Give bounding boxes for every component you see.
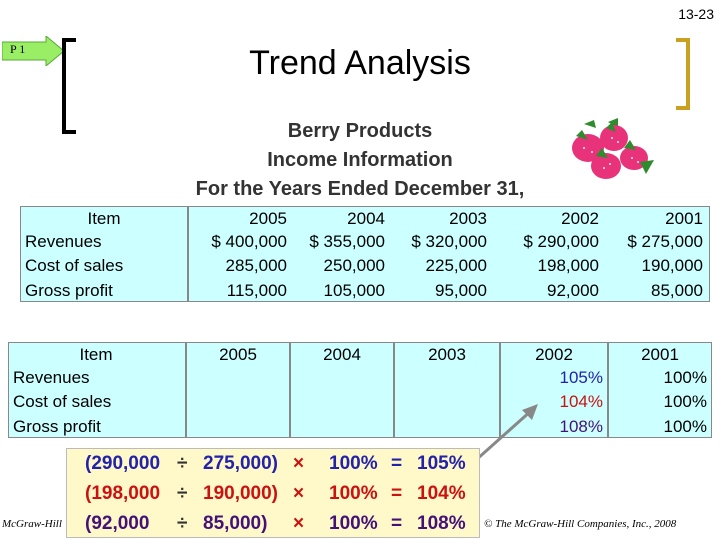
top-cell: 95,000 (435, 281, 487, 300)
calc-hundred: 100% (329, 453, 378, 474)
trend-percent-gross-2002: 108% (559, 417, 603, 436)
top-cell: 115,000 (226, 281, 287, 300)
tag-label: P 1 (10, 42, 26, 56)
bottom-col-2003: 2003 (394, 342, 500, 438)
trend-percent-cost-2002: 104% (559, 392, 603, 411)
top-cell: 198,000 (537, 256, 599, 275)
bottom-col-2002: 2002 105% 104% 108% (500, 342, 608, 438)
top-values-panel: 2005 $ 400,000 285,000 115,000 2004 $ 35… (188, 206, 710, 302)
top-cell: $ 320,000 (411, 232, 487, 251)
arrow-tag-icon (1, 34, 65, 68)
base-percent-revenues-2001: 100% (663, 368, 707, 387)
times-icon: × (293, 513, 305, 534)
divide-icon: ÷ (177, 453, 188, 474)
statement-name: Income Information (267, 149, 453, 171)
calc-hundred: 100% (329, 483, 378, 504)
calc-row-revenues: (290,000 ÷ 275,000) × 100% = 105% (67, 449, 481, 479)
bottom-item-header: Item (79, 345, 113, 364)
calc-result: 104% (417, 483, 466, 504)
bottom-item-panel: Item Revenues Cost of sales Gross profit (8, 342, 186, 438)
times-icon: × (293, 483, 305, 504)
top-cell: $ 290,000 (523, 232, 599, 251)
calc-hundred: 100% (329, 513, 378, 534)
equals-icon: = (391, 513, 403, 534)
top-item-header: Item (87, 209, 121, 228)
learning-objective-tag: P 1 (1, 34, 70, 68)
bottom-year-2004: 2004 (323, 345, 361, 364)
base-percent-gross-2001: 100% (663, 417, 707, 436)
company-name: Berry Products (287, 120, 433, 142)
top-year-2001: 2001 (665, 209, 703, 228)
bottom-col-2004: 2004 (290, 342, 394, 438)
top-row-label-revenues: Revenues (25, 232, 102, 251)
bottom-year-2001: 2001 (641, 345, 679, 364)
callout-arrow (475, 404, 538, 462)
bottom-year-2003: 2003 (428, 345, 466, 364)
calc-numerator: (92,000 (85, 513, 150, 534)
calc-denominator: 190,000) (203, 483, 279, 504)
top-year-2002: 2002 (561, 209, 599, 228)
top-year-2004: 2004 (347, 209, 385, 228)
left-bracket (62, 38, 76, 134)
calc-result: 108% (417, 513, 466, 534)
calc-result: 105% (417, 453, 466, 474)
strawberry-icon (572, 118, 654, 179)
top-cell: $ 400,000 (211, 232, 287, 251)
times-icon: × (293, 453, 305, 474)
footer-copyright: © The McGraw-Hill Companies, Inc., 2008 (484, 518, 677, 530)
bottom-year-2005: 2005 (219, 345, 257, 364)
top-cell: 85,000 (651, 281, 703, 300)
top-cell: 190,000 (641, 256, 703, 275)
top-row-label-cost-of-sales: Cost of sales (25, 256, 124, 275)
calc-denominator: 85,000) (203, 513, 268, 534)
equals-icon: = (391, 453, 403, 474)
statement-period: For the Years Ended December 31, (195, 178, 525, 200)
top-cell: 250,000 (323, 256, 385, 275)
top-row-label-gross-profit: Gross profit (25, 281, 113, 300)
bottom-col-2005: 2005 (186, 342, 290, 438)
calc-numerator: (290,000 (85, 453, 161, 474)
slide-number: 13-23 (678, 6, 714, 22)
bottom-row-label-cost-of-sales: Cost of sales (13, 392, 112, 411)
top-cell: 285,000 (225, 256, 287, 275)
divide-icon: ÷ (177, 513, 188, 534)
top-year-2005: 2005 (249, 209, 287, 228)
equals-icon: = (391, 483, 403, 504)
bottom-row-label-revenues: Revenues (13, 368, 90, 387)
top-cell: 105,000 (323, 281, 385, 300)
top-cell: 225,000 (425, 256, 487, 275)
top-year-2003: 2003 (449, 209, 487, 228)
calculation-box: (290,000 ÷ 275,000) × 100% = 105% (198,0… (66, 448, 480, 538)
top-cell: 92,000 (547, 281, 599, 300)
footer-publisher: McGraw-Hill (2, 518, 62, 530)
trend-percent-revenues-2002: 105% (559, 368, 603, 387)
bottom-year-2002: 2002 (535, 345, 573, 364)
top-item-panel: Item Revenues Cost of sales Gross profit (20, 206, 188, 302)
calc-row-cost-of-sales: (198,000 ÷ 190,000) × 100% = 104% (67, 479, 481, 509)
top-cell: $ 355,000 (309, 232, 385, 251)
bottom-row-label-gross-profit: Gross profit (13, 417, 101, 436)
divide-icon: ÷ (177, 483, 188, 504)
calc-denominator: 275,000) (203, 453, 279, 474)
top-cell: $ 275,000 (627, 232, 703, 251)
calc-numerator: (198,000 (85, 483, 161, 504)
page-title: Trend Analysis (249, 44, 471, 82)
right-bracket (676, 38, 690, 110)
bottom-col-2001: 2001 100% 100% 100% (608, 342, 712, 438)
base-percent-cost-2001: 100% (663, 392, 707, 411)
calc-row-gross-profit: (92,000 ÷ 85,000) × 100% = 108% (67, 509, 481, 539)
